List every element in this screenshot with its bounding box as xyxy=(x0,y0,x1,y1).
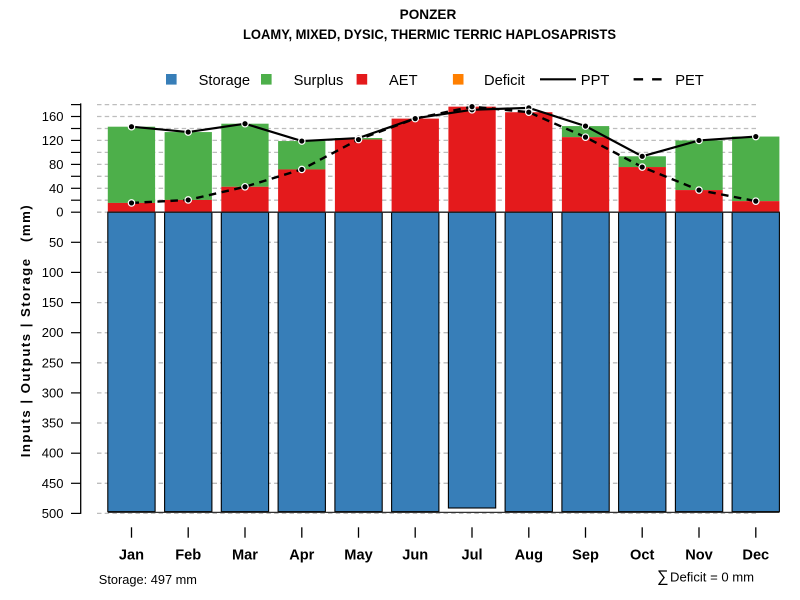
svg-text:450: 450 xyxy=(42,476,64,491)
svg-text:160: 160 xyxy=(42,109,64,124)
svg-text:300: 300 xyxy=(42,385,64,400)
svg-text:40: 40 xyxy=(49,181,63,196)
svg-text:Deficit: Deficit xyxy=(484,73,525,89)
svg-text:Oct: Oct xyxy=(630,547,654,563)
svg-text:150: 150 xyxy=(42,295,64,310)
svg-text:Jun: Jun xyxy=(402,547,428,563)
svg-text:250: 250 xyxy=(42,355,64,370)
svg-text:∑Deficit = 0 mm: ∑ Deficit = 0 mm xyxy=(657,568,754,586)
svg-text:350: 350 xyxy=(42,416,64,431)
svg-text:100: 100 xyxy=(42,265,64,280)
svg-text:Nov: Nov xyxy=(685,547,713,563)
svg-text:PET: PET xyxy=(675,73,704,89)
svg-text:50: 50 xyxy=(49,235,63,250)
svg-text:80: 80 xyxy=(49,157,63,172)
svg-text:Surplus: Surplus xyxy=(294,73,344,89)
svg-text:Mar: Mar xyxy=(232,547,258,563)
svg-text:Jan: Jan xyxy=(119,547,144,563)
svg-text:PONZER: PONZER xyxy=(400,7,457,22)
svg-text:Inputs | Outputs | Storage (: Inputs | Outputs | Storage (mm) xyxy=(18,205,33,457)
svg-text:LOAMY, MIXED, DYSIC, THERMIC T: LOAMY, MIXED, DYSIC, THERMIC TERRIC HAPL… xyxy=(243,27,616,42)
svg-text:500: 500 xyxy=(42,506,64,521)
svg-text:400: 400 xyxy=(42,446,64,461)
svg-text:Apr: Apr xyxy=(289,547,314,563)
svg-text:Storage: Storage xyxy=(199,73,250,89)
svg-text:AET: AET xyxy=(389,73,418,89)
svg-text:0: 0 xyxy=(56,205,63,220)
svg-text:Feb: Feb xyxy=(175,547,201,563)
svg-text:PPT: PPT xyxy=(581,73,610,89)
svg-text:Sep: Sep xyxy=(572,547,599,563)
svg-text:Aug: Aug xyxy=(515,547,543,563)
svg-text:Jul: Jul xyxy=(461,547,482,563)
svg-text:200: 200 xyxy=(42,325,64,340)
svg-text:Storage: 497 mm: Storage: 497 mm xyxy=(99,572,197,587)
svg-text:Dec: Dec xyxy=(742,547,769,563)
svg-text:May: May xyxy=(344,547,373,563)
svg-text:120: 120 xyxy=(42,133,64,148)
